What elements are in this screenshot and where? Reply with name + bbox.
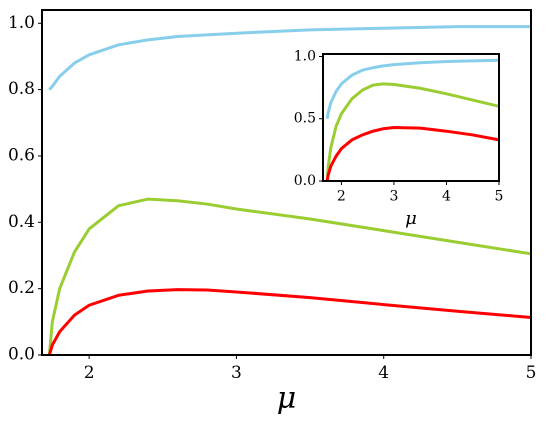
x-tick-label: 3 xyxy=(389,188,398,204)
x-tick-label: 5 xyxy=(495,188,504,204)
y-tick-label: 1.0 xyxy=(8,13,35,33)
y-tick-label: 1.0 xyxy=(294,48,316,64)
curve xyxy=(325,58,500,119)
x-tick-label: 4 xyxy=(442,188,451,204)
curve xyxy=(47,197,532,356)
x-tick-label: 3 xyxy=(231,363,242,383)
curve xyxy=(48,25,531,91)
y-tick-label: 0.0 xyxy=(294,173,316,189)
curve xyxy=(325,82,500,182)
y-tick-label: 0.0 xyxy=(8,345,35,365)
plot-area xyxy=(323,54,499,181)
curve xyxy=(325,125,500,182)
y-tick-label: 0.6 xyxy=(8,145,35,165)
y-tick-label: 0.4 xyxy=(8,212,35,232)
x-axis-label: μ xyxy=(277,381,297,416)
x-tick-label: 2 xyxy=(84,363,95,383)
y-tick-label: 0.8 xyxy=(8,79,35,99)
x-tick-label: 2 xyxy=(337,188,346,204)
x-tick-label: 5 xyxy=(526,363,537,383)
x-axis-label: μ xyxy=(405,208,417,229)
y-tick-label: 0.5 xyxy=(294,111,316,127)
x-tick-label: 4 xyxy=(378,363,389,383)
axes-frame xyxy=(41,9,532,356)
curve xyxy=(47,288,532,356)
axes-frame xyxy=(322,53,500,182)
y-tick-label: 0.2 xyxy=(8,278,35,298)
